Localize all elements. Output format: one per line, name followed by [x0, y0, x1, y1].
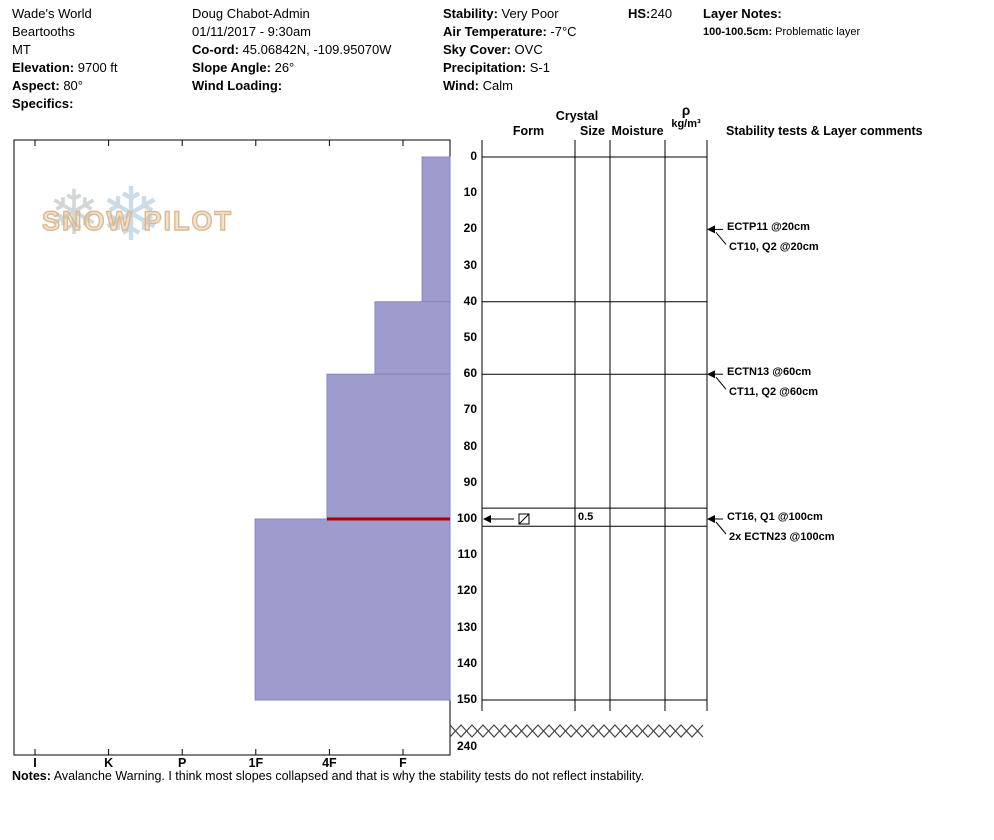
hs-value: 240 [650, 6, 673, 21]
slope-angle-label: Slope Angle: [192, 60, 271, 75]
wind-value: Calm [482, 78, 513, 93]
pit-notes: Notes: Avalanche Warning. I think most s… [12, 769, 644, 783]
test-connector-line [715, 232, 727, 245]
column-header-crystal: Crystal [555, 109, 599, 123]
air-temp-row: Air Temperature: -7°C [443, 23, 577, 41]
air-temp-label: Air Temperature: [443, 24, 547, 39]
observer-name: Doug Chabot-Admin [192, 6, 310, 21]
snowflake-icon: ❄ [48, 179, 100, 248]
layer-note-item: 100-100.5cm: Problematic layer [703, 25, 860, 39]
slope-angle-row: Slope Angle: 26° [192, 59, 294, 77]
grain-form-icon-slash [518, 513, 530, 525]
aspect-label: Aspect: [12, 78, 60, 93]
specifics-label: Specifics: [12, 96, 74, 111]
site-state: MT [12, 42, 31, 57]
wind-label: Wind: [443, 78, 479, 93]
column-header-moisture: Moisture [611, 124, 664, 138]
wind-loading-row: Wind Loading: [192, 77, 282, 95]
layer-pointer-arrow [483, 515, 491, 523]
snow-layer-bar [254, 518, 451, 701]
layer-notes-header: Layer Notes: [703, 6, 782, 21]
coordinates-value: 45.06842N, -109.95070W [242, 42, 392, 57]
elevation-value: 9700 ft [77, 60, 118, 75]
test-connector-line [715, 521, 727, 535]
aspect-value: 80° [63, 78, 83, 93]
layer-note-text: Problematic layer [775, 26, 861, 38]
elevation-label: Elevation: [12, 60, 75, 75]
aspect-row: Aspect: 80° [12, 77, 83, 95]
snowflake-icon: ❄ [100, 173, 163, 256]
column-header-density-symbol: ρ [681, 103, 691, 118]
snow-layer-bar [374, 301, 451, 375]
site-name: Wade's World [12, 6, 92, 21]
sky-cover-row: Sky Cover: OVC [443, 41, 543, 59]
column-header-size: Size [579, 124, 605, 138]
snowpilot-watermark: ❄ ❄ SNOW PILOT [40, 173, 260, 280]
precipitation-value: S-1 [529, 60, 550, 75]
stability-row: Stability: Very Poor [443, 5, 559, 23]
grain-form-icon [518, 513, 530, 525]
problem-layer-line [327, 517, 450, 521]
wind-loading-label: Wind Loading: [192, 78, 283, 93]
test-pointer-arrow [707, 225, 715, 234]
snow-layer-bar [326, 373, 451, 520]
notes-label: Notes: [12, 769, 51, 783]
snowpilot-logo-text: SNOW PILOT [41, 205, 233, 236]
precipitation-row: Precipitation: S-1 [443, 59, 550, 77]
site-region: Beartooths [12, 24, 75, 39]
coordinates-row: Co-ord: 45.06842N, -109.95070W [192, 41, 391, 59]
test-pointer-arrow [707, 515, 715, 523]
test-pointer-arrow [707, 370, 715, 379]
column-header-form: Form [512, 124, 545, 138]
column-header-stability-tests: Stability tests & Layer comments [726, 124, 923, 138]
stability-value: Very Poor [501, 6, 559, 21]
slope-angle-value: 26° [274, 60, 295, 75]
sky-cover-label: Sky Cover: [443, 42, 511, 57]
observation-datetime: 01/11/2017 - 9:30am [192, 24, 312, 39]
notes-text: Avalanche Warning. I think most slopes c… [53, 769, 645, 783]
precipitation-label: Precipitation: [443, 60, 527, 75]
layer-note-range: 100-100.5cm: [703, 26, 773, 38]
snow-height-row: HS:240 [628, 5, 672, 23]
specifics-row: Specifics: [12, 95, 73, 113]
test-connector-line [715, 376, 727, 390]
depth-break-zigzag [449, 724, 704, 738]
stability-label: Stability: [443, 6, 498, 21]
snow-layer-bar [421, 156, 451, 303]
hs-label: HS: [628, 6, 651, 21]
air-temp-value: -7°C [550, 24, 577, 39]
sky-cover-value: OVC [514, 42, 543, 57]
coordinates-label: Co-ord: [192, 42, 239, 57]
column-header-density-units: kg/m³ [671, 118, 701, 130]
elevation-row: Elevation: 9700 ft [12, 59, 118, 77]
wind-row: Wind: Calm [443, 77, 513, 95]
